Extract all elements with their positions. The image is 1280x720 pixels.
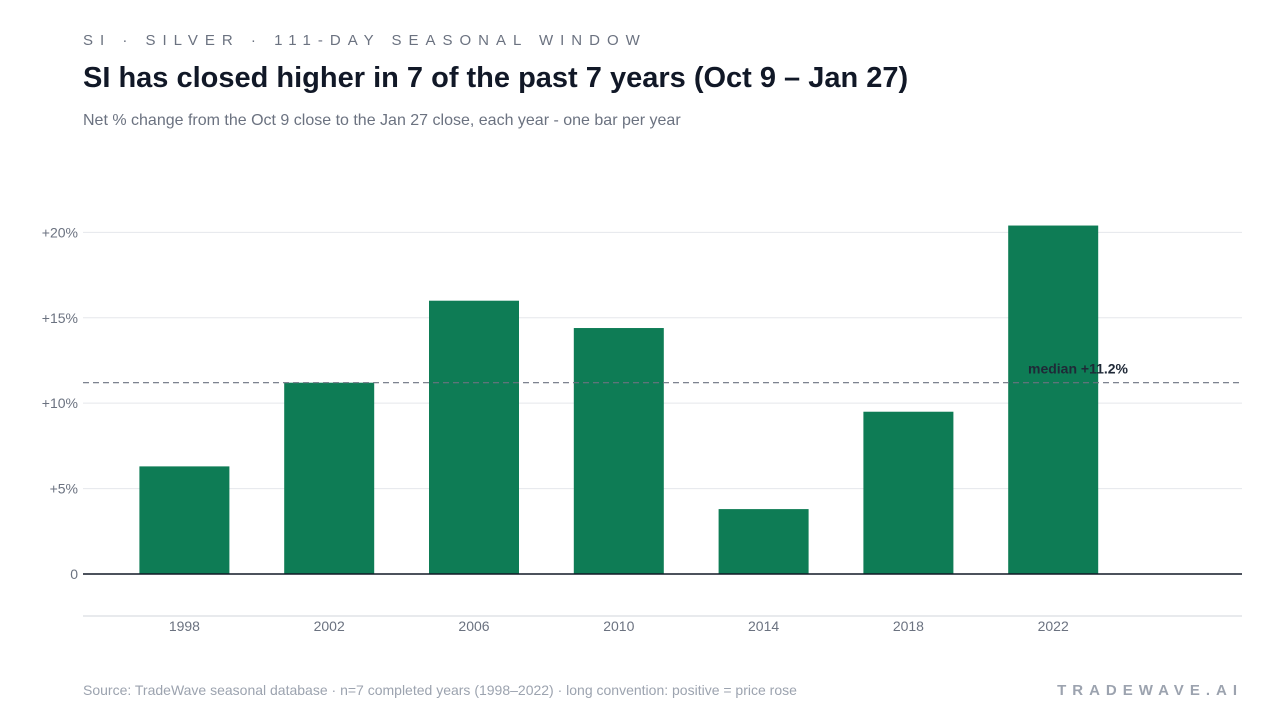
eyebrow-label: SI · SILVER · 111-DAY SEASONAL WINDOW	[83, 32, 647, 49]
x-tick-label: 2022	[1038, 618, 1069, 634]
bar-2018	[863, 411, 954, 574]
axes	[83, 573, 1242, 617]
bar-2002	[284, 382, 375, 574]
brand-logo-text: TRADEWAVE.AI	[1057, 682, 1243, 699]
x-tick-label: 2014	[748, 618, 779, 634]
chart-title: SI has closed higher in 7 of the past 7 …	[83, 62, 909, 94]
median-marker: median +11.2%	[83, 361, 1242, 384]
bar-2014	[718, 509, 809, 574]
source-note: Source: TradeWave seasonal database · n=…	[83, 682, 797, 698]
y-tick-label: +20%	[42, 224, 78, 240]
y-tick-label: +10%	[42, 395, 78, 411]
y-tick-labels: 0 +5% +10% +15% +20%	[42, 224, 78, 582]
x-tick-labels: 1998 2002 2006 2010 2014 2018 2022	[169, 618, 1069, 634]
chart-subtitle: Net % change from the Oct 9 close to the…	[83, 112, 681, 129]
median-label: median +11.2%	[1028, 361, 1129, 377]
x-tick-label: 2018	[893, 618, 924, 634]
y-tick-label: +15%	[42, 310, 78, 326]
x-tick-label: 1998	[169, 618, 200, 634]
x-tick-label: 2002	[314, 618, 345, 634]
x-tick-label: 2010	[603, 618, 634, 634]
x-tick-label: 2006	[458, 618, 489, 634]
y-tick-label: 0	[70, 566, 78, 582]
bar-2006	[429, 300, 519, 574]
bars	[139, 225, 1099, 575]
bar-2022	[1008, 225, 1099, 575]
y-tick-label: +5%	[50, 481, 78, 497]
bar-2010	[573, 328, 664, 574]
bar-1998	[139, 466, 230, 574]
